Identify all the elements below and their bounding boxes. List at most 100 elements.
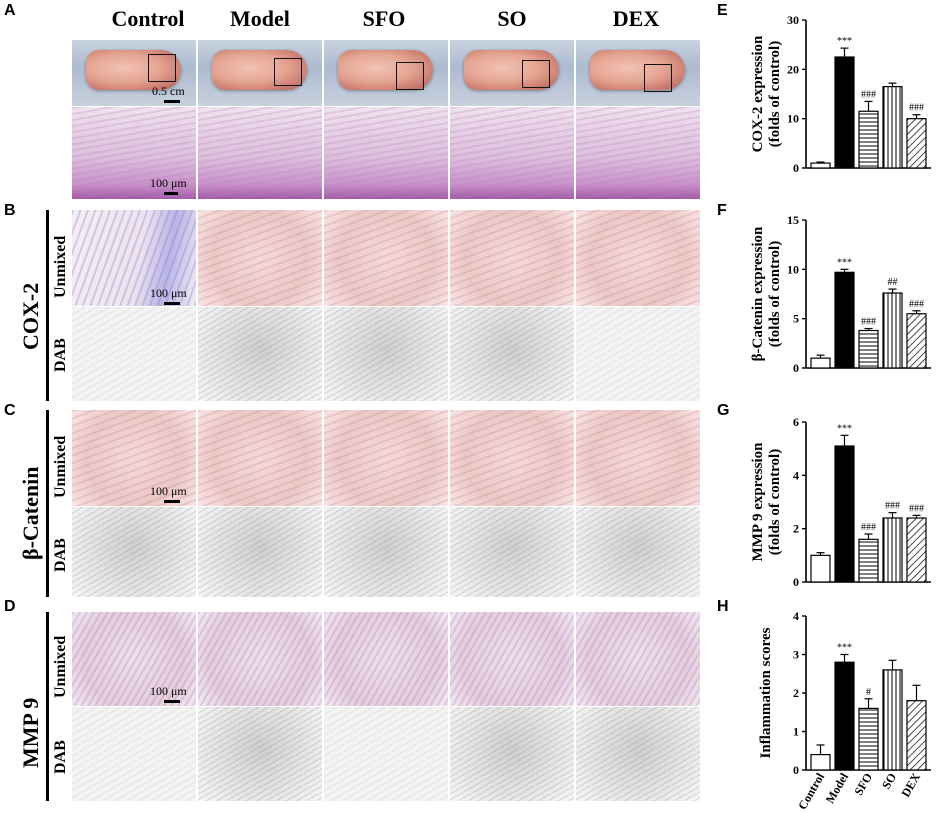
h-bar-model (834, 661, 855, 771)
bcatenin-dab-label: DAB (52, 538, 69, 572)
he-image-so (450, 107, 574, 199)
e-significance-dex: ### (909, 103, 924, 114)
f-bar-model (834, 271, 855, 369)
f-y-tick-label-10: 10 (787, 262, 799, 276)
he-image-sfo (324, 107, 448, 199)
bcatenin-unmixed-sfo (324, 410, 448, 506)
cox2-unmixed-control (72, 210, 196, 306)
bcatenin-unmixed-model (198, 410, 322, 506)
cox2-unmixed-sfo (324, 210, 448, 306)
mmp9-dab-control (72, 707, 196, 801)
e-y-tick-label-20: 20 (787, 62, 799, 76)
panel-letter-d: D (4, 598, 16, 615)
h-x-label-control: Control (795, 770, 827, 812)
chart-inflammation-scores: Inflammation scores 0 1 2 3 4 Control *** Model #… (758, 609, 931, 812)
cox2-dab-dex (576, 307, 700, 401)
bcatenin-unmixed-so (450, 410, 574, 506)
g-bar-model (834, 445, 855, 583)
mmp9-dab-label: DAB (52, 740, 69, 774)
mmp9-dab-model (198, 707, 322, 801)
e-bar-so (882, 85, 903, 169)
mmp9-unmixed-control (72, 612, 196, 706)
h-x-label-dex: DEX (898, 770, 923, 799)
bcatenin-unmixed-dex (576, 410, 700, 506)
group-header-control: Control (111, 6, 185, 31)
f-significance-model: *** (837, 257, 852, 268)
g-significance-dex: ### (909, 503, 924, 514)
f-significance-dex: ### (909, 299, 924, 310)
g-y-axis-label: MMP 9 expression(folds of control) (750, 442, 783, 562)
e-y-tick-label-30: 30 (787, 13, 799, 27)
h-y-tick-label-3: 3 (793, 648, 799, 662)
group-header-so: SO (497, 6, 527, 31)
g-y-tick-label-4: 4 (793, 468, 799, 482)
f-y-axis-label: β-Catenin expression(folds of control) (750, 226, 783, 361)
panel-letter-f: F (717, 202, 727, 219)
cox2-scale-bar (164, 302, 180, 305)
bcatenin-bracket (46, 410, 49, 597)
he-image-model (198, 107, 322, 199)
cox2-bracket (46, 210, 49, 401)
panel-letter-g: G (717, 402, 730, 419)
mmp9-dab-so (450, 707, 574, 801)
he-image-dex (576, 107, 700, 199)
h-y-axis-label: Inflammation scores (758, 627, 774, 758)
panel-letter-a: A (4, 2, 16, 19)
photo-scale-bar (164, 100, 180, 103)
mmp9-scale-label: 100 μm (150, 684, 187, 698)
g-significance-model: *** (837, 423, 852, 434)
cox2-dab-model (198, 307, 322, 401)
bcatenin-dab-control (72, 507, 196, 597)
cox2-scale-label: 100 μm (150, 286, 187, 300)
f-significance-so: ## (888, 277, 898, 288)
h-y-tick-label-4: 4 (793, 609, 799, 623)
mmp9-unmixed-model (198, 612, 322, 706)
photo-scale-label: 0.5 cm (152, 84, 185, 98)
g-y-tick-label-0: 0 (793, 575, 799, 589)
g-bar-so (882, 517, 903, 583)
cox2-unmixed-label: Unmixed (52, 235, 69, 298)
g-bar-dex (906, 517, 927, 583)
e-bar-sfo (858, 110, 879, 169)
group-header-dex: DEX (612, 6, 660, 31)
h-y-tick-label-1: 1 (793, 725, 799, 739)
f-y-axis-label-line1: β-Catenin expression (750, 226, 766, 361)
bcatenin-dab-so (450, 507, 574, 597)
tissue-photo-so (450, 40, 574, 106)
g-y-axis-label-line2: (folds of control) (767, 449, 783, 555)
mmp9-dab-dex (576, 707, 700, 801)
e-y-tick-label-10: 10 (787, 112, 799, 126)
cox2-dab-control (72, 307, 196, 401)
he-scale-bar (164, 192, 178, 195)
panel-letter-e: E (717, 2, 728, 19)
bcatenin-dab-dex (576, 507, 700, 597)
tissue-photo-sfo (324, 40, 448, 106)
panel-letter-b: B (4, 202, 16, 219)
bcatenin-dab-model (198, 507, 322, 597)
e-significance-model: *** (837, 36, 852, 47)
f-y-tick-label-0: 0 (793, 361, 799, 375)
e-y-axis-label-line1: COX-2 expression (750, 35, 766, 152)
e-bar-control (810, 162, 831, 169)
panel-letter-h: H (717, 598, 729, 615)
f-significance-sfo: ### (861, 317, 876, 328)
h-x-label-model: Model (823, 770, 852, 806)
f-bar-dex (906, 313, 927, 369)
e-y-axis-label: COX-2 expression(folds of control) (750, 35, 783, 152)
mmp9-unmixed-so (450, 612, 574, 706)
e-bar-dex (906, 118, 927, 169)
e-y-tick-label-0: 0 (793, 161, 799, 175)
chart-cox2-expression: COX-2 expression(folds of control) 0 10 20 3… (750, 13, 931, 175)
h-y-tick-label-2: 2 (793, 686, 799, 700)
group-header-sfo: SFO (362, 6, 406, 31)
cox2-unmixed-so (450, 210, 574, 306)
cox2-label: COX-2 (18, 282, 43, 350)
g-y-axis-label-line1: MMP 9 expression (750, 442, 766, 562)
cox2-dab-label: DAB (52, 338, 69, 372)
e-significance-sfo: ### (861, 89, 876, 100)
mmp9-unmixed-label: Unmixed (52, 635, 69, 698)
h-bar-sfo (858, 707, 879, 771)
bcatenin-label: β-Catenin (18, 466, 43, 560)
f-bar-so (882, 292, 903, 369)
cox2-dab-so (450, 307, 574, 401)
